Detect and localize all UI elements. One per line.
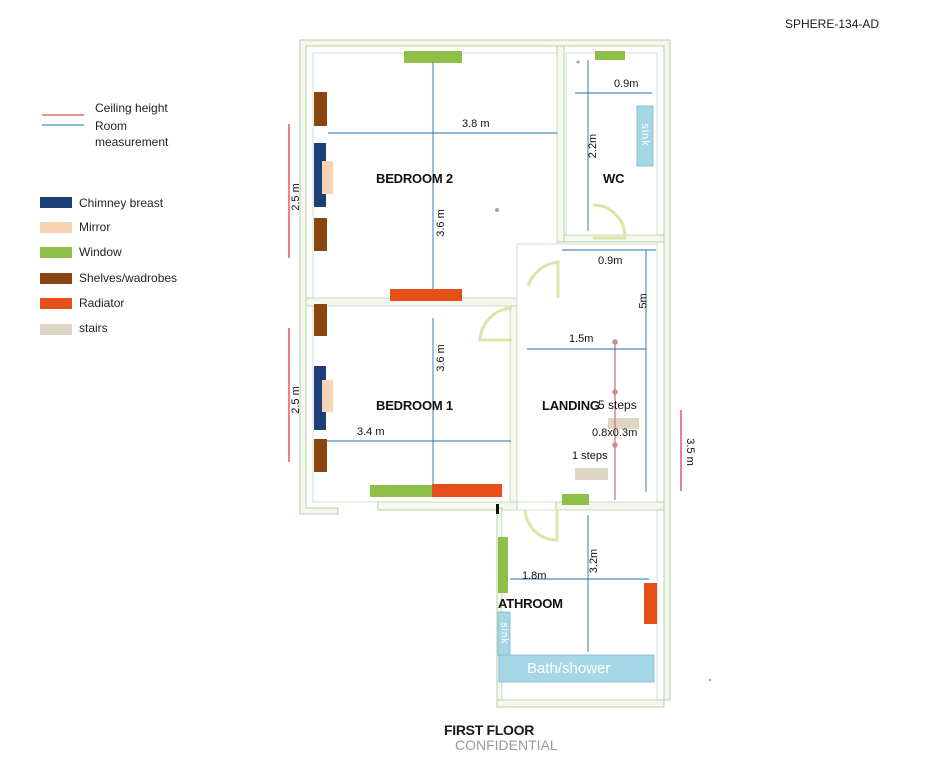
bedroom2-floor xyxy=(312,52,558,299)
room-label-bathroom: ATHROOM xyxy=(498,596,563,611)
legend-swatch-window xyxy=(40,247,72,258)
bath-shower xyxy=(498,654,655,683)
label-landing-ceiling: 3.5 m xyxy=(683,438,696,466)
stairs-5-steps xyxy=(608,418,639,429)
label-wc-width: 0.9m xyxy=(614,78,639,90)
reference-code: SPHERE-134-AD xyxy=(785,17,880,31)
bath-shower-label: Bath/shower xyxy=(527,660,611,677)
wall-bedroom1-right xyxy=(509,305,518,509)
door-bedroom2 xyxy=(526,260,560,298)
label-landing-length: 5m xyxy=(637,293,650,309)
shelves-b2-bottom xyxy=(314,218,327,251)
stairs-1-step xyxy=(575,468,608,480)
legend-stairs-label: stairs xyxy=(79,321,108,335)
room-label-bedroom2: BEDROOM 2 xyxy=(376,171,453,186)
legend-window-label: Window xyxy=(79,245,122,259)
label-b1-length: 3.6 m xyxy=(434,344,447,372)
room-label-landing: LANDING xyxy=(542,398,600,413)
shelves-b2-top xyxy=(314,92,327,126)
confidential-watermark: CONFIDENTIAL xyxy=(455,737,558,753)
stairs-5-steps-label: 5 steps xyxy=(598,398,637,412)
window-landing xyxy=(562,494,589,505)
shelves-b1-top xyxy=(314,304,327,336)
door-frame-mark xyxy=(496,504,499,514)
sink-wc-label: sink xyxy=(638,123,651,147)
outer-wall xyxy=(299,39,671,708)
sink-bathroom-label: sink xyxy=(498,622,510,645)
radiator-bedroom1 xyxy=(432,484,502,497)
legend-swatch-shelves xyxy=(40,273,72,284)
legend-radiator-label: Radiator xyxy=(79,296,125,310)
door-bedroom1 xyxy=(478,306,513,342)
legend-swatch-chimney xyxy=(40,197,72,208)
bedroom1-floor xyxy=(312,305,511,503)
radiator-bedroom2 xyxy=(390,289,462,301)
mirror-b2 xyxy=(322,161,333,194)
legend-ceiling-label: Ceiling height xyxy=(95,101,168,115)
window-wc xyxy=(595,51,625,60)
shelves-b1-bottom xyxy=(314,439,327,472)
label-bath-length: 3.2m xyxy=(588,548,601,574)
legend-swatch-radiator xyxy=(40,298,72,309)
legend-swatch-stairs xyxy=(40,324,72,335)
mirror-b1 xyxy=(322,380,333,412)
legend-measure-label: Room measurement xyxy=(95,119,169,149)
window-bathroom xyxy=(498,537,508,593)
radiator-bathroom xyxy=(644,583,657,624)
legend-mirror-label: Mirror xyxy=(79,220,111,234)
label-bath-width: 1.8m xyxy=(522,570,547,582)
legend-shelves-label: Shelves/wadrobes xyxy=(79,271,178,285)
legend-swatch-mirror xyxy=(40,222,72,233)
label-wc-length: 2.2m xyxy=(587,133,600,159)
label-landing-top: 0.9m xyxy=(598,255,623,267)
sink-wc xyxy=(636,105,654,167)
marker-dot xyxy=(708,678,712,682)
landing-floor xyxy=(516,243,658,503)
marker-dot xyxy=(576,60,580,64)
wall-bedroom2-right xyxy=(556,45,565,243)
floor-title: FIRST FLOOR xyxy=(444,722,535,738)
label-landing-width: 1.5m xyxy=(569,333,594,345)
label-b1-ceiling: 2.5 m xyxy=(289,386,302,414)
label-b2-width: 3.8 m xyxy=(462,118,490,130)
room-label-wc: WC xyxy=(603,171,625,186)
stairs-size-label: 0.8x0.3m xyxy=(592,427,638,439)
marker-dot xyxy=(495,208,499,212)
door-wc xyxy=(592,203,627,240)
window-bedroom2 xyxy=(404,51,462,63)
label-b1-width: 3.4 m xyxy=(357,426,385,438)
window-bedroom1 xyxy=(370,485,432,497)
door-bathroom xyxy=(523,509,559,542)
stairs-direction-line xyxy=(612,339,618,500)
label-b2-length: 3.6 m xyxy=(434,209,447,237)
legend-chimney-label: Chimney breast xyxy=(79,196,164,210)
stairs-1-step-label: 1 steps xyxy=(572,450,608,462)
label-b2-ceiling: 2.5 m xyxy=(289,183,302,211)
room-label-bedroom1: BEDROOM 1 xyxy=(376,398,453,413)
